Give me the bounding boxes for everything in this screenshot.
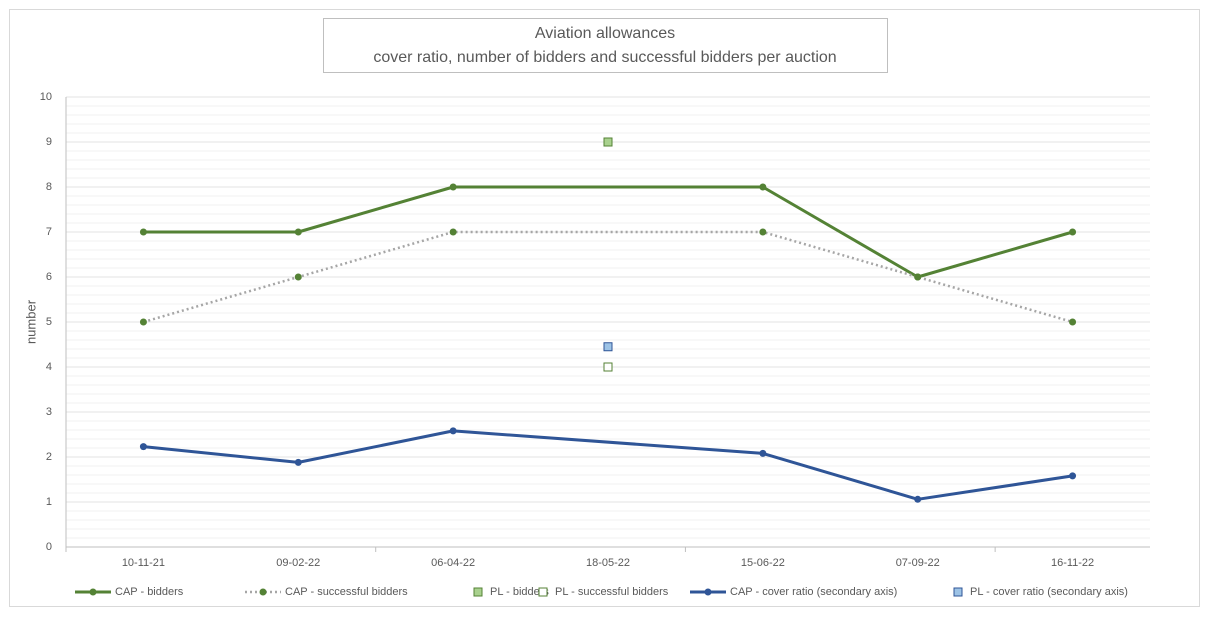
legend-label: PL - bidders	[490, 586, 549, 598]
legend-marker	[538, 587, 548, 597]
chart-title: Aviation allowances	[535, 25, 675, 42]
y-tick-label: 0	[46, 541, 52, 553]
x-tick-label: 16-11-22	[1051, 557, 1094, 569]
marker	[139, 443, 147, 451]
x-tick-label: 07-09-22	[896, 557, 940, 569]
legend-marker	[473, 587, 483, 597]
x-tick-label: 09-02-22	[276, 557, 320, 569]
series-line	[143, 429, 1073, 501]
legend-label: CAP - cover ratio (secondary axis)	[730, 586, 897, 598]
x-tick-label: 10-11-21	[122, 557, 165, 569]
marker	[603, 362, 613, 372]
y-tick-label: 10	[40, 91, 52, 103]
marker	[1069, 228, 1077, 236]
y-tick-label: 2	[46, 451, 52, 463]
series-line	[143, 185, 1073, 279]
x-tick-label: 15-06-22	[741, 557, 785, 569]
x-tick-label: 18-05-22	[586, 557, 630, 569]
y-tick-label: 1	[46, 496, 52, 508]
marker	[603, 137, 613, 147]
marker	[759, 183, 767, 191]
marker	[139, 318, 147, 326]
marker	[449, 427, 457, 435]
marker	[449, 183, 457, 191]
legend-label: PL - cover ratio (secondary axis)	[970, 586, 1128, 598]
y-tick-label: 7	[46, 226, 52, 238]
legend-marker	[89, 588, 97, 596]
y-tick-label: 5	[46, 316, 52, 328]
chart-frame	[9, 9, 1200, 607]
marker	[139, 228, 147, 236]
series-line	[143, 230, 1073, 324]
x-tick-label: 06-04-22	[431, 557, 475, 569]
y-tick-label: 9	[46, 136, 52, 148]
y-tick-label: 6	[46, 271, 52, 283]
marker	[759, 449, 767, 457]
legend-marker	[259, 588, 267, 596]
chart-subtitle: cover ratio, number of bidders and succe…	[373, 49, 836, 66]
marker	[294, 458, 302, 466]
marker	[449, 228, 457, 236]
y-tick-label: 4	[46, 361, 52, 373]
marker	[294, 228, 302, 236]
legend-label: CAP - bidders	[115, 586, 184, 598]
marker	[1069, 318, 1077, 326]
marker	[914, 273, 922, 281]
marker	[294, 273, 302, 281]
title-box	[323, 18, 888, 73]
legend-marker	[704, 588, 712, 596]
marker	[914, 495, 922, 503]
legend-label: CAP - successful bidders	[285, 586, 408, 598]
y-tick-label: 3	[46, 406, 52, 418]
legend-marker	[953, 587, 963, 597]
y-axis-label: number	[23, 299, 38, 344]
y-tick-label: 8	[46, 181, 52, 193]
marker	[1069, 472, 1077, 480]
marker	[759, 228, 767, 236]
marker	[603, 342, 613, 352]
legend-label: PL - successful bidders	[555, 586, 669, 598]
